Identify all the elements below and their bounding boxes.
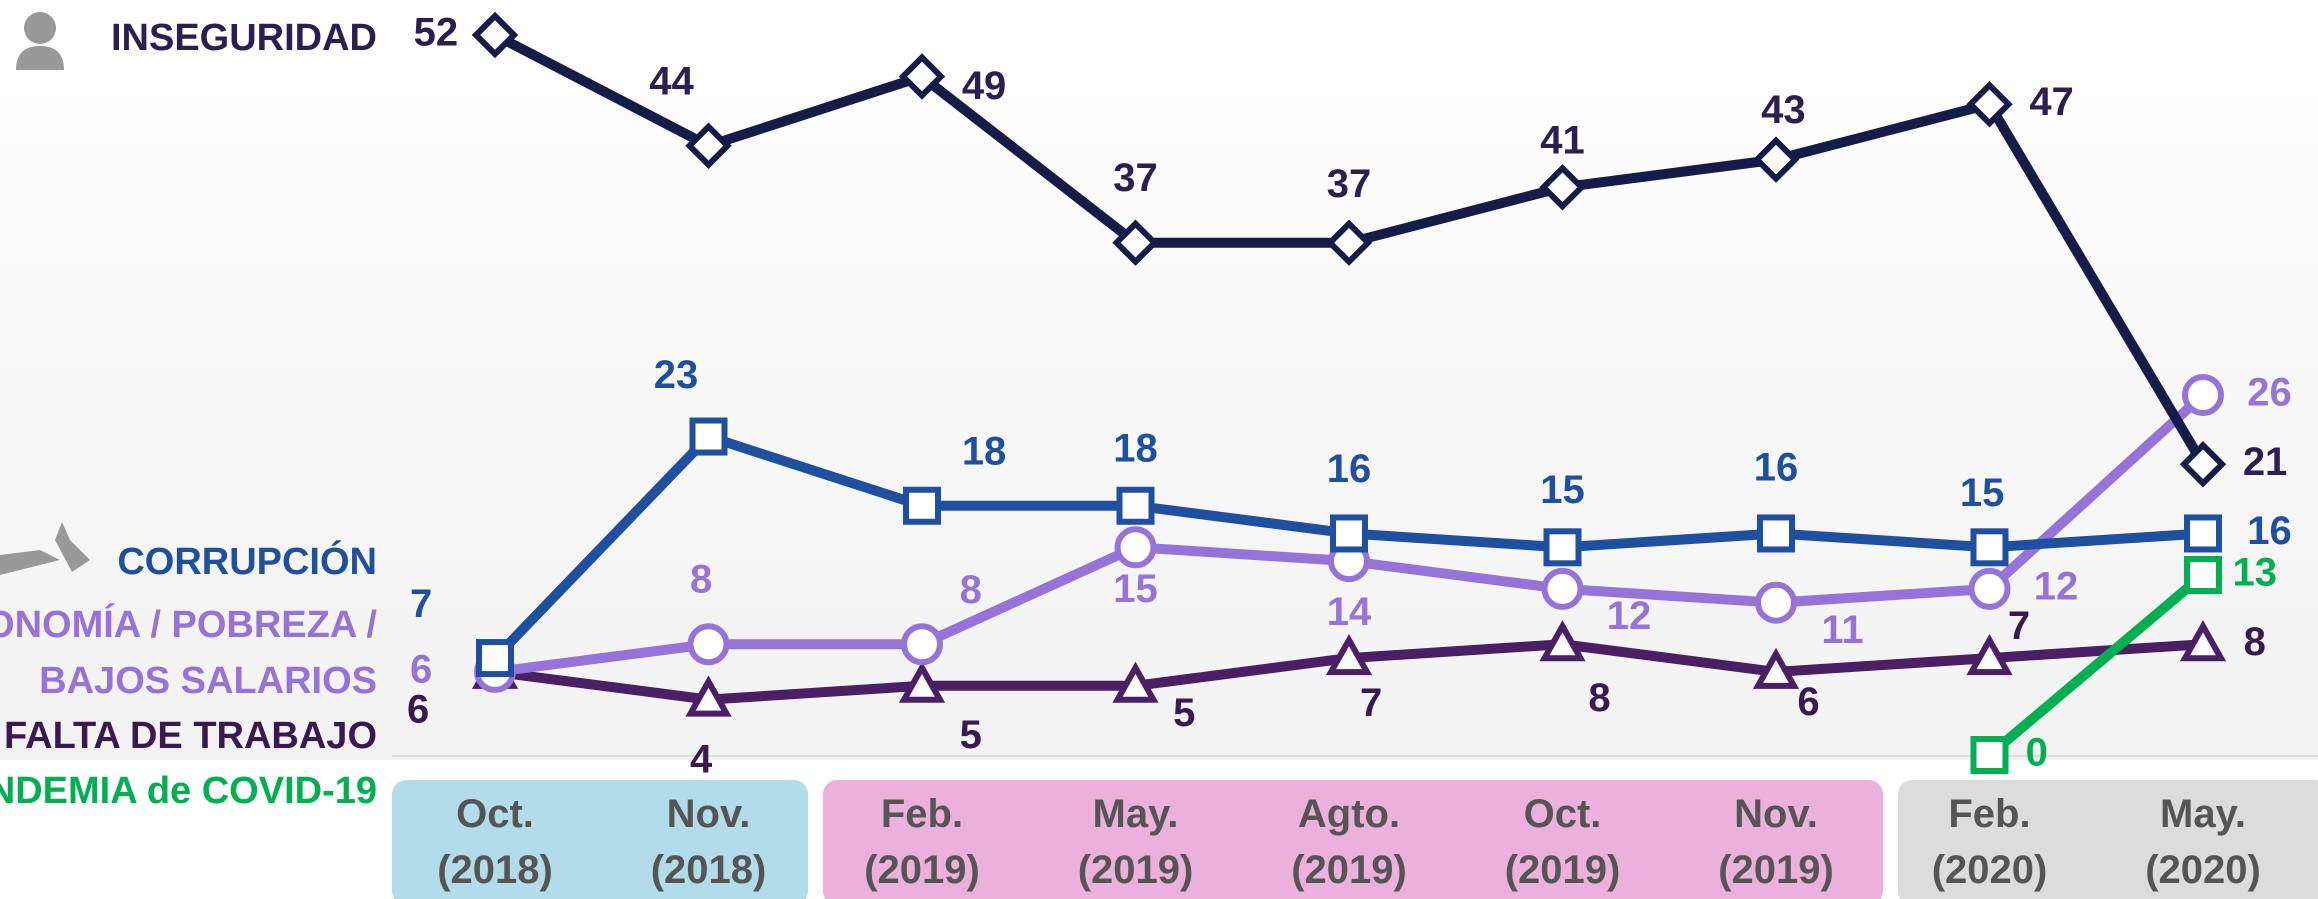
marker bbox=[1330, 514, 1368, 553]
data-label: 18 bbox=[1113, 427, 1158, 471]
group-2020 bbox=[1898, 780, 2318, 899]
data-label: 26 bbox=[2247, 371, 2292, 415]
marker bbox=[1543, 528, 1582, 567]
marker bbox=[898, 661, 946, 703]
marker bbox=[689, 417, 728, 456]
marker bbox=[2182, 374, 2224, 416]
data-label: 7 bbox=[1360, 681, 1382, 725]
marker bbox=[901, 623, 943, 666]
marker bbox=[685, 675, 732, 717]
marker bbox=[1112, 661, 1159, 703]
marker bbox=[2184, 514, 2222, 553]
data-label: 21 bbox=[2243, 440, 2288, 484]
data-label: 8 bbox=[2244, 620, 2266, 664]
data-label: 8 bbox=[960, 568, 982, 612]
data-label: 12 bbox=[2034, 564, 2079, 608]
x-tick-label: May. (2020) bbox=[2145, 792, 2261, 892]
data-label: 5 bbox=[960, 713, 982, 757]
marker bbox=[1112, 219, 1159, 266]
x-tick-label: Agto. (2019) bbox=[1291, 792, 1407, 892]
bribe-icon bbox=[0, 522, 90, 575]
data-label: 37 bbox=[1113, 156, 1158, 200]
data-label: 0 bbox=[2026, 731, 2048, 775]
data-label: 47 bbox=[2029, 80, 2074, 124]
background bbox=[0, 0, 2318, 760]
legend-label: CORRUPCIÓN bbox=[117, 541, 377, 583]
data-label: 18 bbox=[962, 430, 1007, 474]
data-label: 7 bbox=[2008, 604, 2030, 648]
marker bbox=[903, 486, 941, 525]
data-label: 52 bbox=[414, 11, 459, 55]
legend-label: ECONOMÍA / POBREZA / BAJOS SALARIOS bbox=[0, 604, 377, 702]
data-label: 23 bbox=[654, 353, 699, 397]
marker bbox=[2179, 440, 2227, 488]
marker bbox=[1757, 514, 1795, 553]
marker bbox=[1755, 581, 1797, 624]
marker bbox=[476, 639, 514, 678]
marker bbox=[1325, 219, 1373, 266]
data-label: 49 bbox=[962, 64, 1007, 108]
marker bbox=[1752, 136, 1800, 183]
marker bbox=[471, 11, 519, 59]
data-label: 11 bbox=[1821, 608, 1863, 652]
group-2019 bbox=[823, 780, 1883, 899]
person-icon bbox=[16, 12, 64, 70]
data-label: 8 bbox=[690, 558, 712, 602]
x-tick-label: Oct. (2018) bbox=[437, 792, 553, 892]
marker bbox=[687, 623, 730, 666]
group-2018 bbox=[392, 780, 808, 899]
marker bbox=[1541, 567, 1584, 610]
data-label: 15 bbox=[1113, 567, 1158, 611]
x-tick-label: May. (2019) bbox=[1077, 792, 1194, 892]
data-label: 13 bbox=[2232, 551, 2277, 595]
marker bbox=[1970, 736, 2009, 774]
marker bbox=[685, 122, 732, 170]
x-tick-label: Feb. (2020) bbox=[1931, 792, 2048, 892]
series-line bbox=[1986, 571, 2207, 759]
data-label: 16 bbox=[1754, 445, 1799, 489]
data-label: 14 bbox=[1327, 590, 1372, 634]
data-label: 8 bbox=[1588, 676, 1610, 720]
data-label: 4 bbox=[690, 737, 713, 781]
data-label: 15 bbox=[1540, 468, 1585, 512]
marker bbox=[1966, 80, 2013, 128]
data-label: 43 bbox=[1761, 88, 1806, 132]
data-label: 15 bbox=[1960, 471, 2005, 515]
marker bbox=[1539, 620, 1586, 662]
data-label: 6 bbox=[407, 687, 429, 731]
data-label: 6 bbox=[410, 647, 432, 691]
marker bbox=[1539, 164, 1586, 211]
legend-label: FALTA DE TRABAJO bbox=[4, 715, 377, 757]
marker bbox=[1752, 647, 1800, 689]
marker bbox=[1970, 528, 2009, 567]
data-label: 44 bbox=[649, 59, 694, 103]
data-label: 37 bbox=[1327, 162, 1372, 206]
x-tick-label: Feb. (2019) bbox=[864, 792, 980, 892]
marker bbox=[1968, 567, 2011, 610]
data-label: 6 bbox=[1797, 680, 1819, 724]
marker bbox=[1114, 526, 1157, 569]
x-tick-label: Nov. (2018) bbox=[650, 792, 767, 892]
x-tick-label: Oct. (2019) bbox=[1504, 792, 1621, 892]
data-label: 41 bbox=[1540, 119, 1585, 163]
marker bbox=[1116, 486, 1155, 525]
marker bbox=[1325, 633, 1373, 676]
marker bbox=[2184, 556, 2222, 594]
data-label: 12 bbox=[1607, 594, 1652, 638]
x-tick-label: Nov. (2019) bbox=[1718, 792, 1834, 892]
legend-label: PANDEMIA de COVID-19 bbox=[0, 770, 377, 812]
marker bbox=[2179, 620, 2227, 662]
marker bbox=[1966, 633, 2013, 676]
data-label: 16 bbox=[1327, 447, 1372, 491]
data-label: 7 bbox=[410, 582, 432, 626]
legend-label: INSEGURIDAD bbox=[110, 17, 377, 59]
marker bbox=[898, 53, 946, 100]
data-label: 5 bbox=[1173, 691, 1195, 735]
data-label: 16 bbox=[2247, 509, 2292, 553]
